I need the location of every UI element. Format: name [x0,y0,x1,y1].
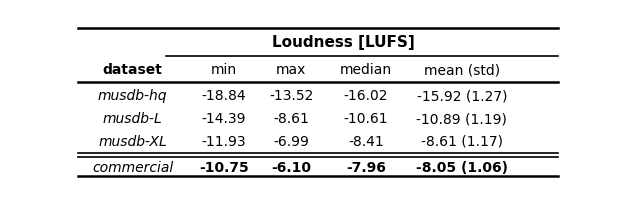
Text: -7.96: -7.96 [346,161,386,175]
Text: min: min [211,63,237,77]
Text: Loudness [LUFS]: Loudness [LUFS] [272,35,414,50]
Text: -14.39: -14.39 [202,112,246,126]
Text: -6.10: -6.10 [272,161,311,175]
Text: musdb-L: musdb-L [103,112,162,126]
Text: -8.61 (1.17): -8.61 (1.17) [421,135,503,149]
Text: -10.61: -10.61 [343,112,388,126]
Text: -11.93: -11.93 [202,135,246,149]
Text: mean (std): mean (std) [424,63,500,77]
Text: -15.92 (1.27): -15.92 (1.27) [417,89,507,103]
Text: -8.61: -8.61 [273,112,309,126]
Text: median: median [340,63,392,77]
Text: -10.75: -10.75 [199,161,249,175]
Text: musdb-XL: musdb-XL [99,135,167,149]
Text: -6.99: -6.99 [273,135,309,149]
Text: -18.84: -18.84 [202,89,246,103]
Text: -16.02: -16.02 [343,89,388,103]
Text: -8.41: -8.41 [348,135,384,149]
Text: -13.52: -13.52 [269,89,314,103]
Text: commercial: commercial [92,161,174,175]
Text: dataset: dataset [103,63,162,77]
Text: -10.89 (1.19): -10.89 (1.19) [417,112,507,126]
Text: musdb-hq: musdb-hq [98,89,167,103]
Text: -8.05 (1.06): -8.05 (1.06) [416,161,508,175]
Text: max: max [276,63,306,77]
